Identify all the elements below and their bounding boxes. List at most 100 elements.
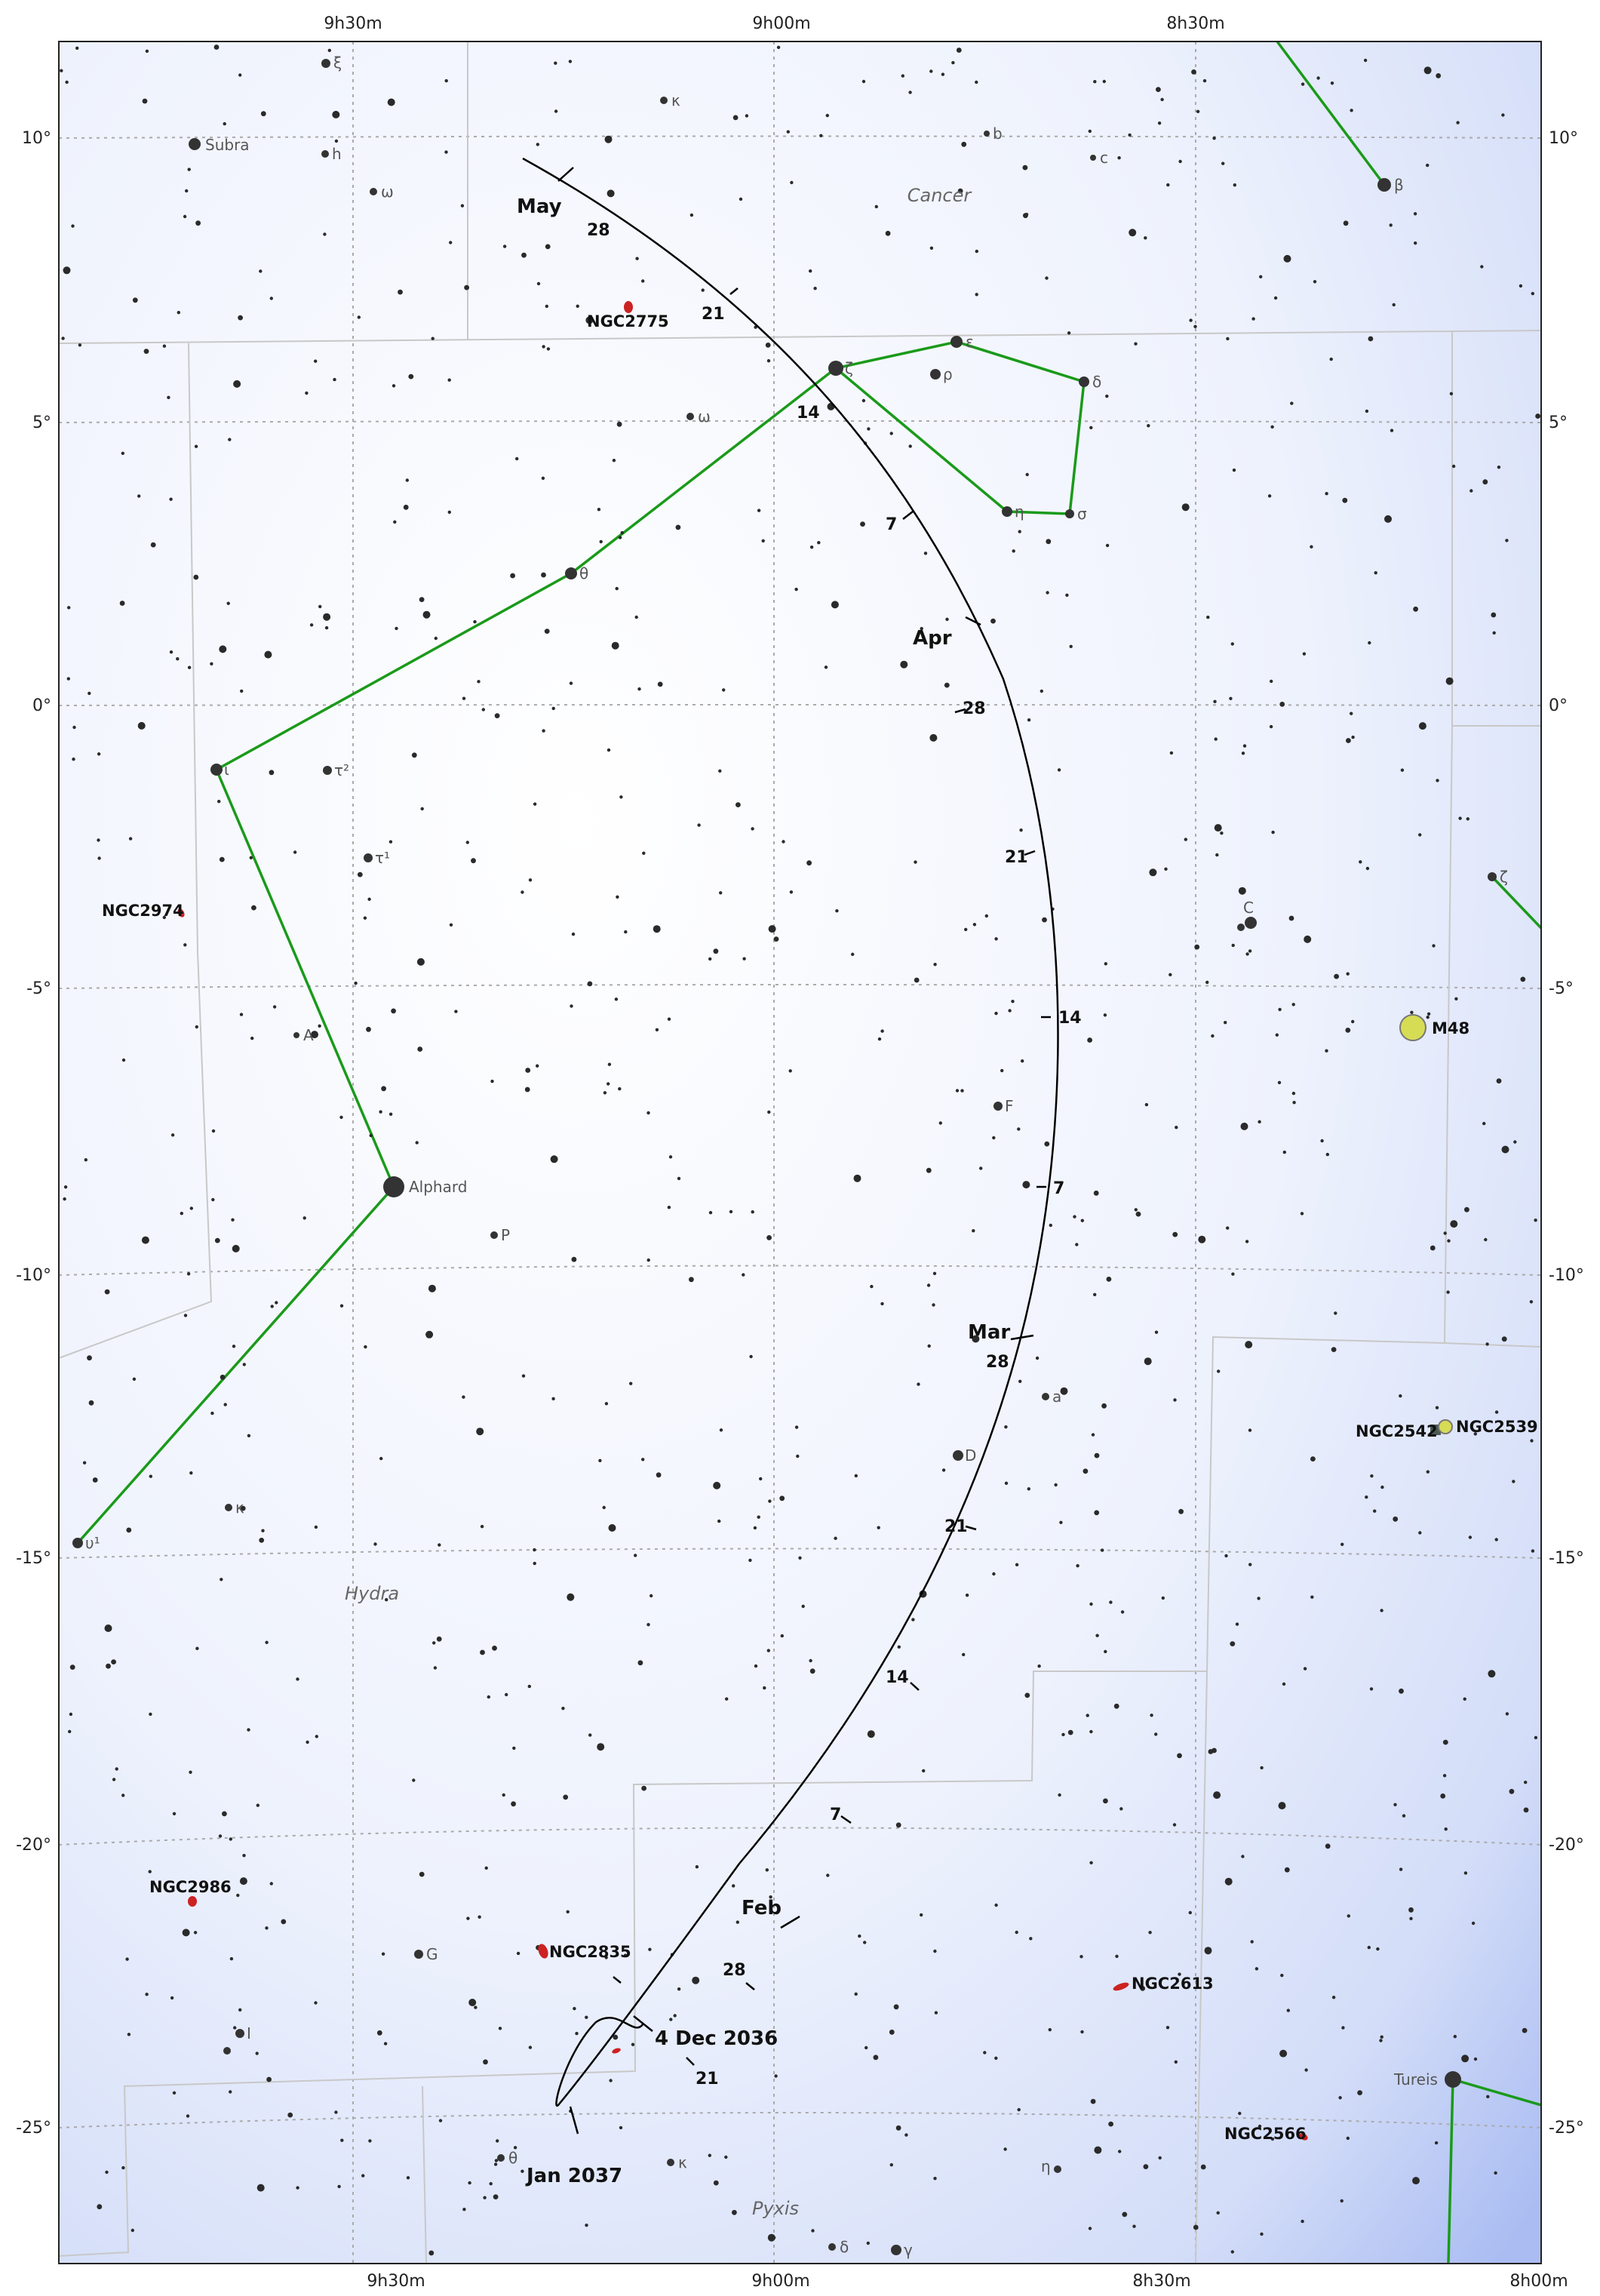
field-star xyxy=(1334,973,1339,979)
star-xi: ξ xyxy=(333,54,342,72)
field-star xyxy=(1120,1610,1125,1614)
field-star xyxy=(1044,1141,1050,1147)
field-star xyxy=(1380,1609,1383,1612)
field-star xyxy=(340,2138,344,2142)
field-star xyxy=(1080,1219,1085,1222)
field-star xyxy=(1343,220,1349,226)
field-star xyxy=(618,536,622,539)
field-star xyxy=(1485,1342,1489,1346)
field-star xyxy=(889,432,893,435)
chart-frame xyxy=(58,41,1542,2264)
field-star xyxy=(1380,2035,1383,2039)
field-star xyxy=(908,444,912,448)
field-star xyxy=(239,1013,244,1016)
field-star xyxy=(742,1273,745,1277)
field-star xyxy=(1494,1538,1498,1541)
field-star xyxy=(1193,2224,1199,2230)
field-star xyxy=(104,1624,112,1632)
field-star xyxy=(551,1397,555,1401)
field-star xyxy=(1463,1697,1466,1701)
field-star xyxy=(858,1934,861,1938)
field-star xyxy=(667,1206,671,1209)
field-star xyxy=(226,601,230,605)
field-star xyxy=(1350,109,1353,112)
field-star xyxy=(1119,1807,1123,1811)
field-star xyxy=(1231,1272,1235,1276)
field-star xyxy=(889,2163,894,2167)
field-star xyxy=(61,337,65,340)
field-star xyxy=(979,1166,983,1170)
field-star xyxy=(60,69,63,72)
field-star xyxy=(1341,2026,1345,2030)
field-star xyxy=(613,2034,619,2040)
field-star xyxy=(1213,1791,1221,1800)
field-star xyxy=(536,143,539,146)
field-star xyxy=(776,45,781,49)
field-star xyxy=(667,1017,671,1021)
field-star xyxy=(646,1111,650,1115)
field-star xyxy=(1042,917,1047,923)
field-star xyxy=(1011,1000,1015,1004)
field-star xyxy=(607,1062,612,1066)
field-star xyxy=(137,721,146,730)
field-star xyxy=(945,617,949,621)
dec-label-right-m10: -10° xyxy=(1549,1266,1584,1285)
field-star xyxy=(149,1712,152,1717)
dec-label-left-5: 5° xyxy=(32,413,51,432)
field-star xyxy=(599,539,603,544)
field-star xyxy=(1214,737,1218,741)
field-star xyxy=(900,660,908,669)
field-star xyxy=(354,981,358,985)
star-epsilon: ε xyxy=(966,333,974,351)
m48-label: M48 xyxy=(1432,1019,1469,1037)
field-star xyxy=(1346,972,1350,976)
field-star xyxy=(127,2033,131,2036)
star-zeta-mon: ζ xyxy=(1500,868,1508,886)
field-star xyxy=(1458,816,1462,820)
field-star xyxy=(809,269,812,273)
field-star xyxy=(1088,2227,1092,2230)
field-star xyxy=(141,1236,149,1244)
field-star xyxy=(1365,409,1369,413)
field-star xyxy=(926,1167,932,1173)
field-star xyxy=(481,708,485,712)
field-star xyxy=(256,1803,260,1807)
field-star xyxy=(911,1618,915,1621)
field-star xyxy=(169,650,174,654)
star-subra: Subra xyxy=(205,136,250,154)
field-star xyxy=(1501,1336,1507,1342)
star-alphard: Alphard xyxy=(409,1178,467,1196)
field-star xyxy=(72,758,75,761)
field-star xyxy=(1325,1152,1330,1157)
field-star xyxy=(1144,1102,1149,1107)
field-star xyxy=(1524,1781,1528,1784)
field-star xyxy=(598,1458,602,1463)
star-eta-hya: η xyxy=(1015,503,1024,521)
field-star xyxy=(697,823,701,827)
field-star xyxy=(1283,254,1291,263)
field-star xyxy=(573,2006,576,2011)
field-star xyxy=(1025,472,1029,477)
field-star xyxy=(318,1024,321,1028)
field-star xyxy=(1342,497,1348,503)
field-star xyxy=(616,421,622,427)
field-star xyxy=(1447,1239,1451,1243)
field-star xyxy=(68,1729,72,1734)
field-star xyxy=(768,925,776,933)
field-star xyxy=(1004,1481,1009,1486)
field-star xyxy=(1101,1403,1107,1409)
field-star xyxy=(422,610,431,619)
field-star xyxy=(1220,831,1224,835)
ngc2542-label: NGC2542 xyxy=(1356,1422,1438,1440)
field-star xyxy=(333,377,336,382)
field-star xyxy=(167,395,170,399)
path-day-apr-28: 28 xyxy=(963,699,986,718)
field-star xyxy=(1413,606,1418,612)
field-star xyxy=(1015,1563,1019,1566)
field-star xyxy=(1255,1967,1259,1971)
field-star xyxy=(1089,1729,1093,1734)
field-star xyxy=(854,1474,858,1478)
field-star xyxy=(920,626,923,631)
field-star xyxy=(314,1525,318,1529)
field-star xyxy=(1291,1003,1295,1007)
